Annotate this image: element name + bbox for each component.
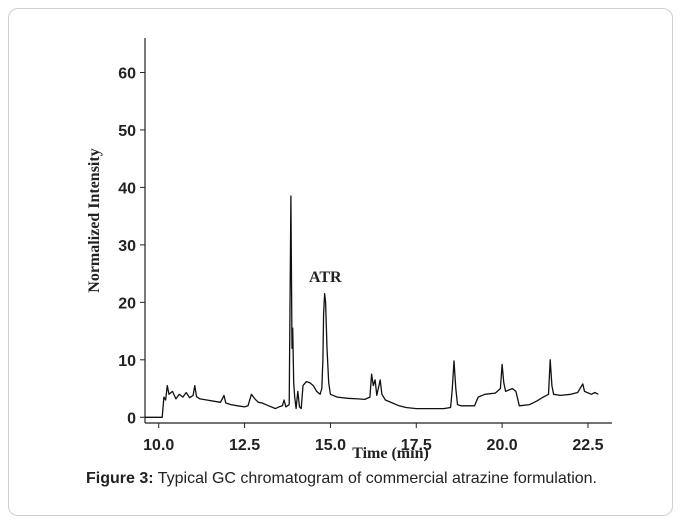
caption-label: Figure 3: xyxy=(86,470,154,487)
x-tick-label: 17.5 xyxy=(401,437,432,454)
chromatogram-chart: 0 10 20 30 40 50 60 10.0 12.5 15.0 17.5 20.0 22.5 Tim… xyxy=(86,38,612,462)
x-tick-label: 15.0 xyxy=(315,437,346,454)
peak-annotation-atr: ATR xyxy=(309,269,342,286)
caption-text: Typical GC chromatogram of commercial at… xyxy=(153,470,597,487)
y-tick-label: 20 xyxy=(118,295,136,312)
figure-frame xyxy=(8,8,673,516)
y-tick-label: 40 xyxy=(118,180,136,197)
y-tick-label: 10 xyxy=(118,353,136,370)
x-tick-label: 10.0 xyxy=(143,437,174,454)
y-axis-label: Normalized Intensity xyxy=(86,148,103,292)
y-tick-label: 60 xyxy=(118,65,136,82)
y-tick-label: 30 xyxy=(118,238,136,255)
y-tick-label: 0 xyxy=(127,410,136,427)
chromatogram-trace xyxy=(145,195,599,418)
x-tick-label: 12.5 xyxy=(229,437,260,454)
x-axis-label: Time (min) xyxy=(352,445,429,462)
x-tick-label: 20.0 xyxy=(487,437,518,454)
x-tick-label: 22.5 xyxy=(572,437,603,454)
y-tick-label: 50 xyxy=(118,123,136,140)
figure-caption: Figure 3: Typical GC chromatogram of com… xyxy=(0,470,683,488)
